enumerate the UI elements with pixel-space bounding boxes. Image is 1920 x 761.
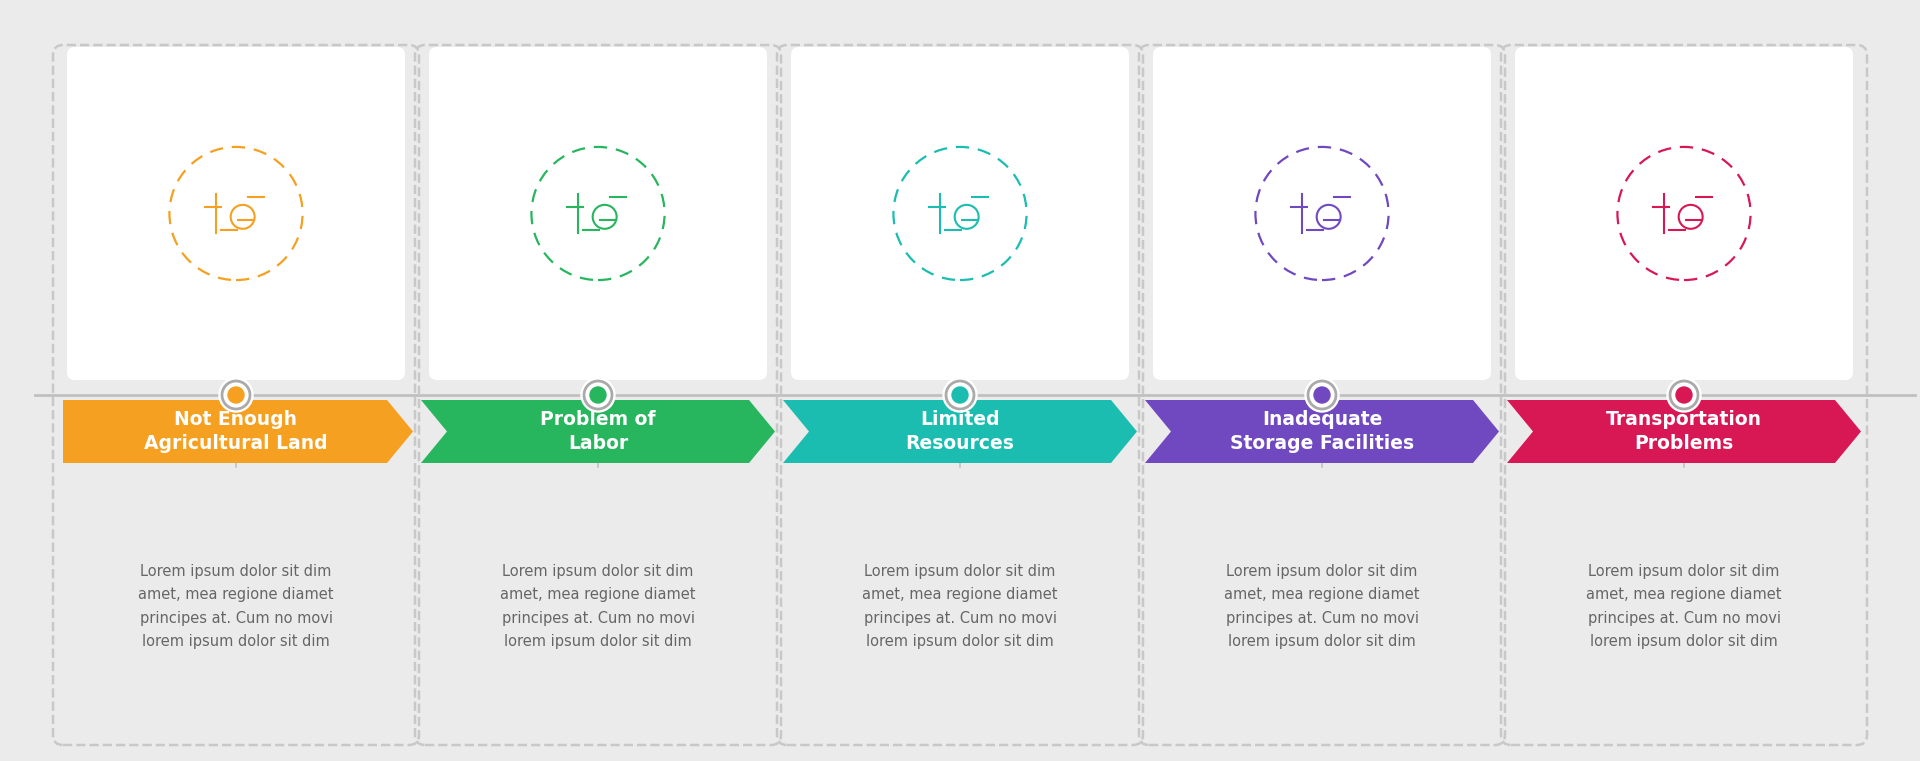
Text: Lorem ipsum dolor sit dim
amet, mea regione diamet
principes at. Cum no movi
lor: Lorem ipsum dolor sit dim amet, mea regi… <box>1586 564 1782 649</box>
Circle shape <box>1676 387 1692 403</box>
Text: Lorem ipsum dolor sit dim
amet, mea regione diamet
principes at. Cum no movi
lor: Lorem ipsum dolor sit dim amet, mea regi… <box>1225 564 1419 649</box>
Text: Lorem ipsum dolor sit dim
amet, mea regione diamet
principes at. Cum no movi
lor: Lorem ipsum dolor sit dim amet, mea regi… <box>138 564 334 649</box>
Circle shape <box>219 378 253 412</box>
Polygon shape <box>783 400 1137 463</box>
Polygon shape <box>63 400 413 463</box>
Text: Lorem ipsum dolor sit dim
amet, mea regione diamet
principes at. Cum no movi
lor: Lorem ipsum dolor sit dim amet, mea regi… <box>862 564 1058 649</box>
Circle shape <box>1306 378 1338 412</box>
FancyBboxPatch shape <box>1515 47 1853 380</box>
Text: Limited
Resources: Limited Resources <box>906 410 1014 453</box>
Circle shape <box>952 387 968 403</box>
Polygon shape <box>1507 400 1860 463</box>
Text: Not Enough
Agricultural Land: Not Enough Agricultural Land <box>144 410 328 453</box>
FancyBboxPatch shape <box>67 47 405 380</box>
Text: Lorem ipsum dolor sit dim
amet, mea regione diamet
principes at. Cum no movi
lor: Lorem ipsum dolor sit dim amet, mea regi… <box>501 564 695 649</box>
Text: Transportation
Problems: Transportation Problems <box>1605 410 1763 453</box>
FancyBboxPatch shape <box>791 47 1129 380</box>
Circle shape <box>1313 387 1331 403</box>
FancyBboxPatch shape <box>428 47 766 380</box>
Text: Inadequate
Storage Facilities: Inadequate Storage Facilities <box>1231 410 1413 453</box>
Circle shape <box>228 387 244 403</box>
Circle shape <box>943 378 977 412</box>
Circle shape <box>582 378 614 412</box>
Text: Problem of
Labor: Problem of Labor <box>540 410 657 453</box>
Circle shape <box>589 387 607 403</box>
Polygon shape <box>420 400 776 463</box>
FancyBboxPatch shape <box>1154 47 1492 380</box>
Polygon shape <box>1144 400 1500 463</box>
Circle shape <box>1667 378 1701 412</box>
